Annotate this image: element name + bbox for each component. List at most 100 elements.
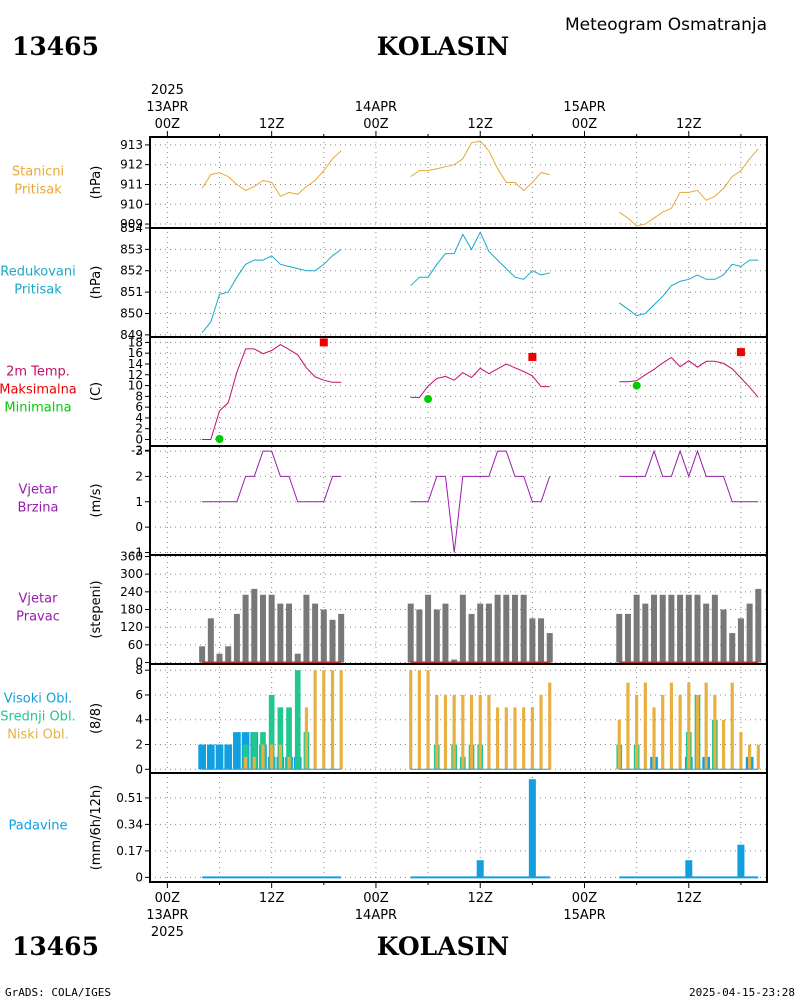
panel-label: Vjetar xyxy=(19,483,59,498)
axis-unit-label: (stepeni) xyxy=(89,580,104,638)
wind-direction-bar xyxy=(711,594,718,663)
wind-direction-bar xyxy=(538,618,545,663)
wind-direction-bar xyxy=(294,653,301,663)
station-name-top: KOLASIN xyxy=(377,32,509,61)
wind-direction-bar xyxy=(251,588,258,663)
y-tick-label: 10 xyxy=(128,379,143,393)
wind-direction-bar xyxy=(338,613,345,663)
series-line xyxy=(410,363,550,398)
x-hour-label-bottom: 12Z xyxy=(676,891,702,906)
wind-direction-bar xyxy=(494,594,501,663)
series-line xyxy=(201,150,342,197)
high-cloud-bar xyxy=(206,744,215,770)
low-cloud-bar xyxy=(487,694,491,770)
low-cloud-bar xyxy=(461,694,465,770)
y-tick-label: 912 xyxy=(120,158,143,172)
high-cloud-bar xyxy=(215,744,224,770)
low-cloud-bar xyxy=(548,682,552,770)
mid-cloud-bar xyxy=(251,732,258,770)
low-cloud-bar xyxy=(304,707,309,770)
min-temp-marker xyxy=(424,395,433,404)
mid-cloud-bar xyxy=(294,670,301,770)
low-cloud-bar xyxy=(252,756,256,770)
y-tick-label: 4 xyxy=(135,713,143,727)
panel-label: Redukovani xyxy=(0,265,75,280)
panel-frame xyxy=(149,445,768,556)
low-cloud-bar xyxy=(426,670,430,770)
y-tick-label: 14 xyxy=(128,357,143,371)
y-tick-label: 12 xyxy=(128,368,143,382)
low-cloud-bar xyxy=(243,756,248,770)
x-year-label-top: 2025 xyxy=(151,83,184,98)
low-cloud-bar xyxy=(756,744,760,770)
high-cloud-bar xyxy=(198,744,206,770)
y-tick-label: 0 xyxy=(135,656,143,670)
panel-label: Pritisak xyxy=(14,183,62,198)
wind-direction-bar xyxy=(529,618,536,663)
panel-wind: -1 0 1 2 3 (m/s) Vjetar Brzina xyxy=(18,444,768,559)
y-tick-label: 0 xyxy=(135,520,143,534)
wind-direction-bar xyxy=(225,646,232,663)
wind-direction-bar xyxy=(312,603,319,663)
y-tick-label: 60 xyxy=(128,638,143,652)
y-tick-label: 4 xyxy=(135,411,143,425)
wind-direction-bar xyxy=(503,594,510,663)
x-hour-label-top: 00Z xyxy=(363,117,389,132)
series-line xyxy=(619,259,759,317)
x-hour-label-top: 00Z xyxy=(155,117,181,132)
y-tick-label: 8 xyxy=(135,663,143,677)
x-year-label-bottom: 2025 xyxy=(151,925,184,940)
y-tick-label: 0.17 xyxy=(116,844,143,858)
low-cloud-bar xyxy=(339,670,343,770)
low-cloud-bar xyxy=(730,682,734,770)
low-cloud-bar xyxy=(287,756,291,770)
wind-direction-bar xyxy=(277,603,284,663)
low-cloud-bar xyxy=(617,719,621,770)
y-tick-label: 240 xyxy=(120,585,143,599)
y-tick-label: 16 xyxy=(128,346,143,360)
wind-direction-bar xyxy=(425,594,432,663)
y-tick-label: 850 xyxy=(120,306,143,320)
y-tick-label: 8 xyxy=(135,389,143,403)
wind-direction-bar xyxy=(268,594,275,663)
low-cloud-bar xyxy=(443,694,448,770)
low-cloud-bar xyxy=(652,707,656,770)
x-hour-label-top: 12Z xyxy=(676,117,702,132)
y-tick-label: 18 xyxy=(128,335,143,349)
series-line xyxy=(202,344,342,440)
x-hour-label-top: 00Z xyxy=(572,117,598,132)
low-cloud-bar xyxy=(713,694,717,770)
low-cloud-bar xyxy=(687,682,691,770)
axis-unit-label: (mm/6h/12h) xyxy=(89,785,104,871)
wind-direction-bar xyxy=(677,594,684,663)
wind-direction-bar xyxy=(329,619,336,663)
x-date-label-bottom: 13APR xyxy=(146,908,188,923)
series-line xyxy=(410,140,550,192)
wind-direction-bar xyxy=(520,594,527,663)
panel-label: Brzina xyxy=(18,501,59,516)
chart-subtitle: Meteogram Osmatranja xyxy=(565,15,767,35)
low-cloud-bar xyxy=(261,744,265,770)
plot-area: 909910911912913(hPa)StanicniPritisak8498… xyxy=(0,83,768,940)
wind-direction-bar xyxy=(511,594,518,663)
precip-bar xyxy=(685,860,693,878)
wind-direction-bar xyxy=(320,609,327,663)
y-tick-label: 180 xyxy=(120,603,143,617)
max-temp-marker xyxy=(528,352,537,361)
low-cloud-bar xyxy=(643,682,647,770)
wind-direction-bar xyxy=(259,594,266,663)
wind-direction-bar xyxy=(216,653,223,663)
panel-label: Minimalna xyxy=(4,401,71,416)
panel-label: 2m Temp. xyxy=(6,365,70,380)
wind-direction-bar xyxy=(451,659,458,663)
wind-direction-bar xyxy=(199,646,206,663)
high-cloud-bar xyxy=(224,744,233,770)
y-tick-label: 2 xyxy=(135,469,143,483)
y-tick-label: 853 xyxy=(120,242,143,256)
wind-direction-bar xyxy=(416,609,423,663)
x-date-label-top: 13APR xyxy=(146,100,188,115)
x-hour-label-bottom: 00Z xyxy=(572,891,598,906)
panel-frame xyxy=(149,336,768,447)
series-line xyxy=(619,449,759,503)
